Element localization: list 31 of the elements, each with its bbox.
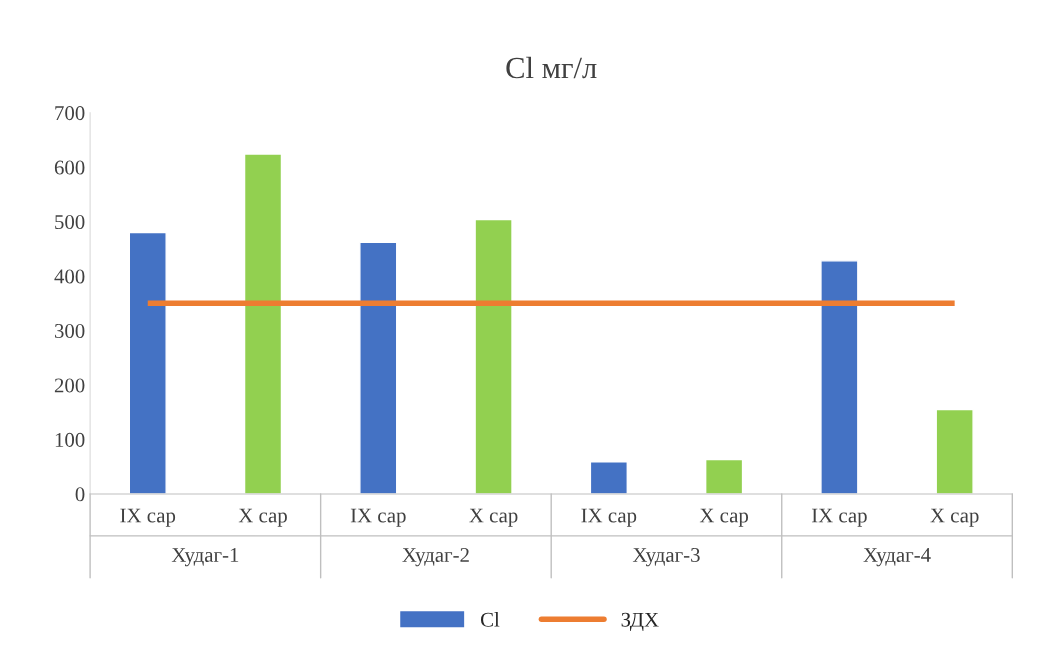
bar	[935, 408, 974, 494]
x-tick-label: IX сар	[350, 508, 406, 527]
x-tick-label: IX сар	[581, 508, 637, 527]
bar	[820, 260, 859, 494]
y-tick-label: 300	[54, 323, 85, 338]
bar	[128, 231, 167, 494]
bar	[359, 241, 398, 494]
bar	[474, 218, 513, 494]
chart-title: Cl мг/л	[506, 56, 597, 79]
y-tick-label: 0	[75, 487, 85, 502]
y-tick-label: 400	[54, 269, 85, 284]
x-tick-label: X сар	[930, 508, 979, 527]
y-tick-label: 700	[55, 106, 85, 121]
y-tick-label: 500	[55, 215, 85, 230]
x-tick-label: X сар	[699, 508, 749, 527]
text: Худаг-4	[863, 548, 931, 567]
y-tick-label: 600	[54, 160, 85, 175]
bar	[704, 458, 744, 494]
text: Худаг-3	[632, 547, 700, 567]
bar	[243, 153, 283, 494]
x-tick-label: X сар	[469, 508, 518, 527]
x-tick-label: IX сар	[811, 508, 867, 527]
text: Худаг-2	[402, 547, 469, 567]
y-tick-label: 200	[54, 378, 85, 393]
y-tick-label: 100	[55, 432, 85, 447]
x-tick-label: IX сар	[120, 508, 176, 527]
text: Худаг-1	[171, 548, 239, 567]
bar	[589, 461, 628, 494]
legend-label: Cl	[480, 612, 500, 627]
x-tick-label: X сар	[238, 508, 287, 527]
legend-label: ЗДХ	[621, 612, 659, 631]
